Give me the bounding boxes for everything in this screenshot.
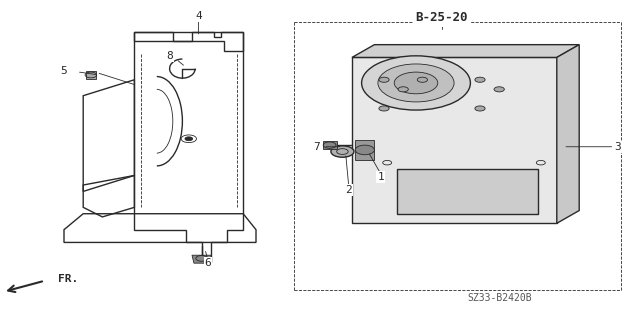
- Circle shape: [378, 64, 454, 102]
- Circle shape: [331, 146, 354, 157]
- Circle shape: [355, 145, 374, 155]
- Text: B-25-20: B-25-20: [415, 11, 468, 24]
- Polygon shape: [192, 255, 211, 263]
- Text: 8: 8: [166, 51, 173, 61]
- Circle shape: [362, 56, 470, 110]
- Text: 1: 1: [378, 172, 384, 182]
- Text: 6: 6: [205, 258, 211, 268]
- Text: 5: 5: [61, 66, 67, 76]
- Text: 7: 7: [314, 142, 320, 152]
- Polygon shape: [352, 45, 579, 57]
- Text: SZ33-B2420B: SZ33-B2420B: [467, 293, 531, 303]
- Circle shape: [475, 106, 485, 111]
- Text: 3: 3: [614, 142, 621, 152]
- Circle shape: [417, 77, 428, 82]
- Circle shape: [494, 87, 504, 92]
- Polygon shape: [557, 45, 579, 223]
- Circle shape: [475, 77, 485, 82]
- Polygon shape: [355, 140, 374, 160]
- Polygon shape: [352, 57, 557, 223]
- Text: 4: 4: [195, 11, 202, 21]
- Text: 2: 2: [346, 185, 352, 195]
- Circle shape: [379, 106, 389, 111]
- Polygon shape: [323, 141, 337, 149]
- Polygon shape: [397, 169, 538, 214]
- Circle shape: [185, 137, 193, 141]
- Polygon shape: [86, 71, 96, 79]
- Circle shape: [394, 72, 438, 94]
- Circle shape: [379, 77, 389, 82]
- Circle shape: [398, 87, 408, 92]
- Text: FR.: FR.: [58, 274, 78, 284]
